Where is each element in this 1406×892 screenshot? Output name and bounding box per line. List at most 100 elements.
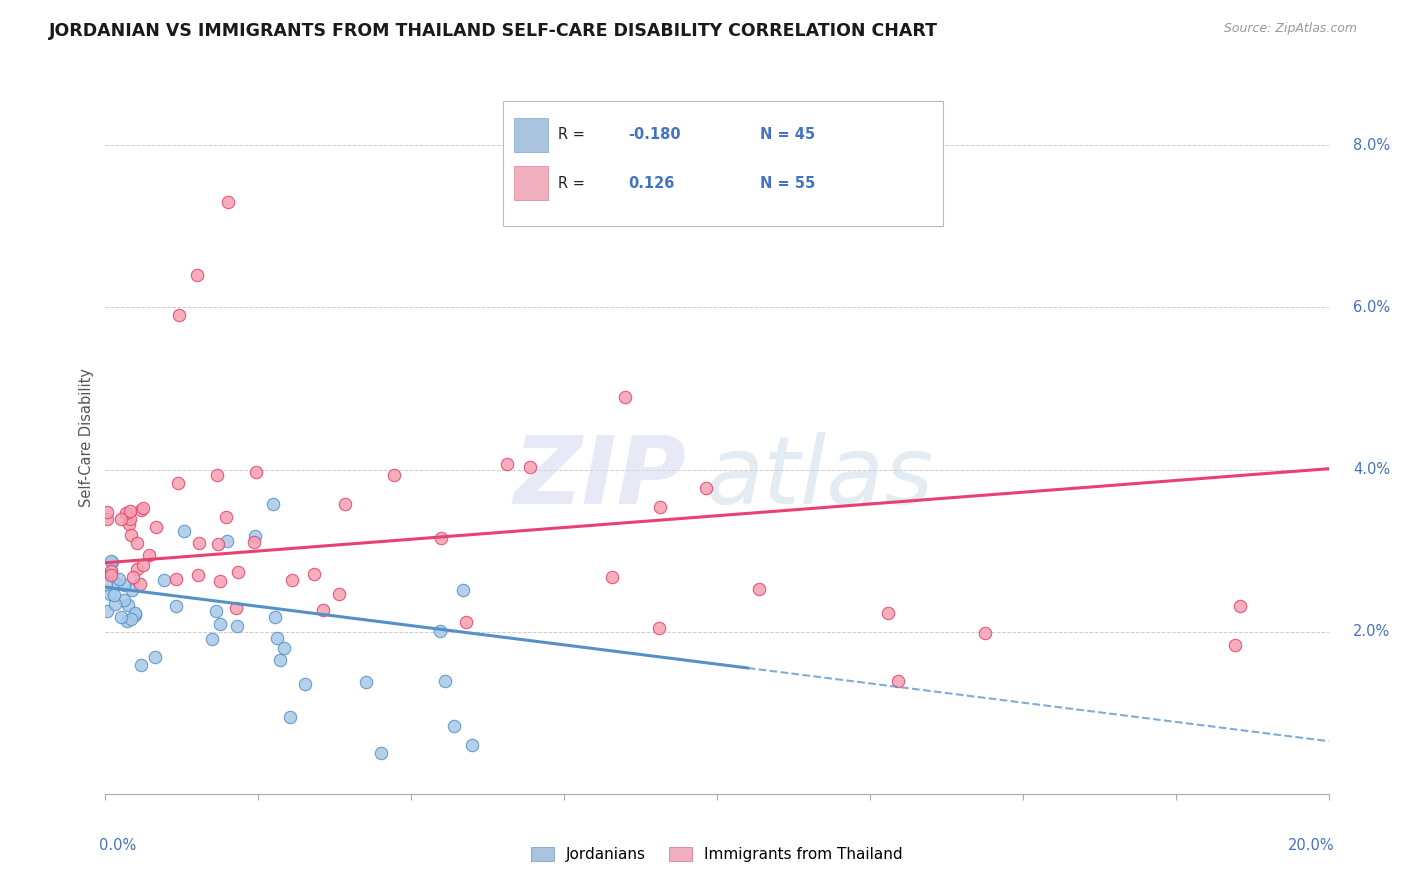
Point [225, 601, 247, 615]
Point [312, 603, 335, 617]
Text: 4.0%: 4.0% [1353, 462, 1391, 477]
Point [186, 268, 208, 282]
Point [132, 501, 155, 516]
Text: 0.126: 0.126 [628, 176, 675, 191]
Point [167, 309, 190, 323]
Point [695, 481, 717, 495]
Point [354, 674, 377, 689]
Point [104, 597, 127, 611]
Point [1225, 638, 1247, 652]
Point [121, 583, 143, 598]
Point [648, 621, 671, 635]
Point [429, 624, 451, 638]
Point [443, 719, 465, 733]
Point [243, 535, 266, 549]
Point [110, 512, 132, 526]
Point [245, 465, 267, 479]
Point [173, 524, 195, 538]
Point [118, 512, 141, 526]
Point [166, 475, 188, 490]
Point [281, 573, 304, 587]
Point [145, 519, 167, 533]
Point [107, 572, 129, 586]
Text: -0.180: -0.180 [628, 128, 681, 142]
Bar [515, 166, 548, 201]
Point [120, 527, 142, 541]
Point [207, 537, 229, 551]
Y-axis label: Self-Care Disability: Self-Care Disability [79, 368, 94, 507]
Text: N = 45: N = 45 [759, 128, 815, 142]
Point [430, 531, 453, 545]
Point [262, 497, 284, 511]
Point [273, 641, 295, 656]
Point [226, 619, 249, 633]
Text: R =: R = [558, 128, 589, 142]
Point [188, 536, 211, 550]
Point [877, 607, 900, 621]
Point [117, 598, 139, 612]
Point [209, 574, 232, 588]
Point [278, 710, 301, 724]
Point [433, 673, 456, 688]
Point [129, 503, 152, 517]
Legend: Jordanians, Immigrants from Thailand: Jordanians, Immigrants from Thailand [524, 841, 910, 868]
Point [243, 528, 266, 542]
Point [519, 459, 541, 474]
Point [165, 599, 187, 613]
Point [748, 582, 770, 597]
Point [96, 512, 118, 526]
Point [217, 533, 239, 548]
Point [125, 536, 148, 550]
Point [129, 657, 152, 672]
Point [456, 615, 478, 629]
Point [382, 467, 405, 482]
Point [129, 577, 152, 591]
Text: atlas: atlas [704, 432, 934, 523]
Point [117, 516, 139, 531]
Point [120, 612, 142, 626]
Text: R =: R = [558, 176, 589, 191]
Point [120, 504, 142, 518]
Point [205, 468, 228, 483]
Point [614, 390, 637, 404]
Point [103, 588, 125, 602]
Point [217, 194, 239, 209]
Text: ZIP: ZIP [513, 432, 686, 524]
Point [461, 738, 484, 752]
Text: JORDANIAN VS IMMIGRANTS FROM THAILAND SELF-CARE DISABILITY CORRELATION CHART: JORDANIAN VS IMMIGRANTS FROM THAILAND SE… [49, 22, 938, 40]
Point [333, 497, 356, 511]
Point [648, 500, 671, 515]
Point [124, 606, 146, 620]
Point [266, 632, 288, 646]
Point [94, 577, 117, 591]
Point [208, 617, 231, 632]
Point [100, 564, 122, 578]
Point [187, 567, 209, 582]
Point [115, 614, 138, 628]
Text: 2.0%: 2.0% [1353, 624, 1391, 640]
Point [96, 504, 118, 518]
Point [98, 587, 121, 601]
Text: Source: ZipAtlas.com: Source: ZipAtlas.com [1223, 22, 1357, 36]
Point [100, 567, 122, 582]
Text: 20.0%: 20.0% [1288, 838, 1334, 854]
Point [496, 457, 519, 471]
Point [370, 747, 392, 761]
Point [304, 566, 326, 581]
Point [101, 555, 124, 569]
Point [226, 565, 249, 579]
Point [112, 592, 135, 607]
Point [153, 573, 176, 587]
Point [294, 677, 316, 691]
Point [110, 610, 132, 624]
Point [100, 564, 122, 578]
Point [887, 674, 910, 689]
Point [204, 605, 226, 619]
Bar [515, 118, 548, 152]
Point [96, 604, 118, 618]
Point [100, 554, 122, 568]
Text: N = 55: N = 55 [759, 176, 815, 191]
Point [125, 562, 148, 576]
Point [974, 625, 997, 640]
Point [328, 587, 350, 601]
